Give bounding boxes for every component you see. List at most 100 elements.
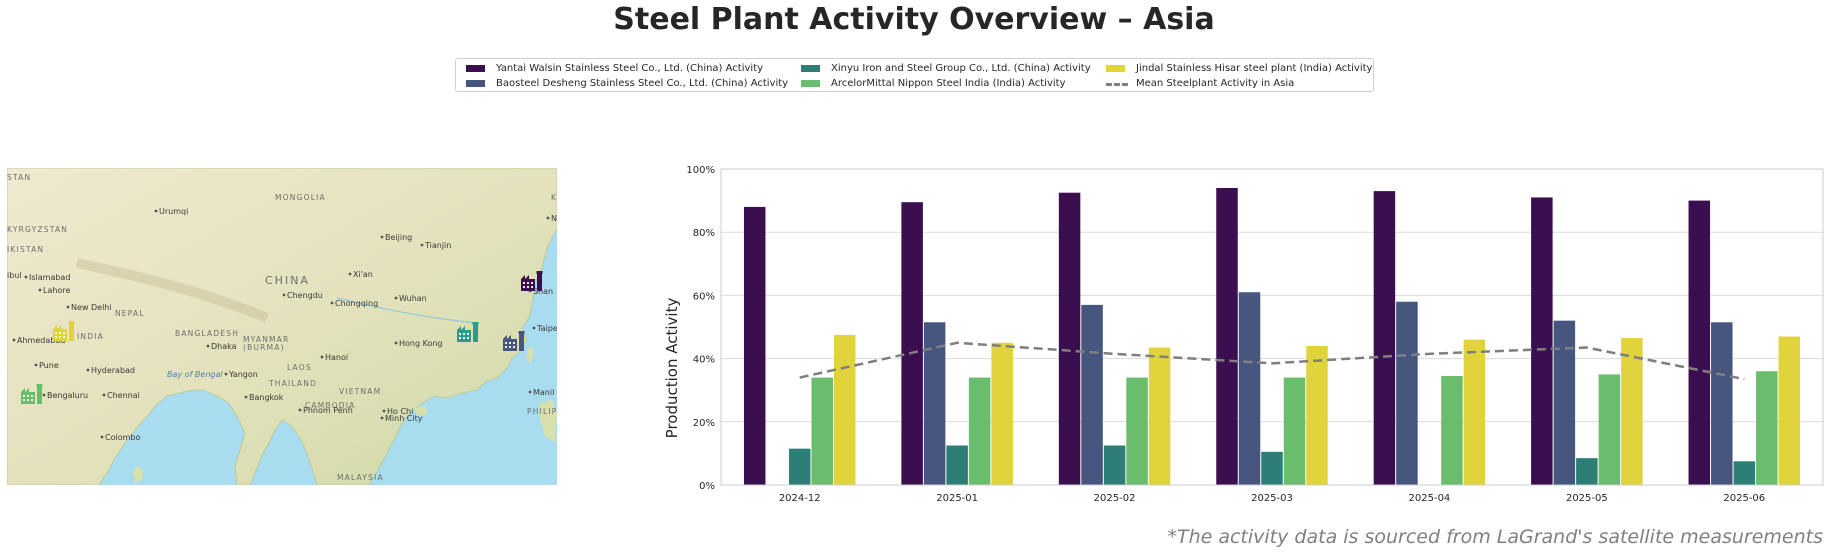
legend-swatch [801, 65, 820, 72]
legend-label: Yantai Walsin Stainless Steel Co., Ltd. … [496, 63, 764, 74]
philippines [539, 400, 557, 443]
map-label: Colombo [105, 433, 140, 442]
map-label: MYANMAR [243, 335, 289, 344]
bar [1148, 347, 1171, 485]
x-tick-label: 2025-04 [1409, 493, 1451, 504]
map-label: Urumqi [159, 207, 188, 216]
bar [1283, 377, 1306, 485]
city-dot [394, 296, 398, 300]
bar [1306, 345, 1328, 485]
city-dot [244, 395, 248, 399]
land-mass [7, 168, 557, 485]
city-dot [86, 368, 90, 372]
bar [1711, 322, 1733, 485]
factory-icon[interactable] [21, 384, 43, 404]
map-label: Beijing [385, 233, 412, 242]
map-label: KYRGYZSTAN [7, 225, 68, 234]
bar [1126, 377, 1148, 485]
bar [788, 448, 811, 485]
map-label: NEPAL [115, 309, 145, 318]
y-tick-label: 20% [693, 418, 715, 429]
city-dot [38, 288, 42, 292]
himalaya-ridge [75, 258, 269, 323]
asia-map: STAN MONGOLIA Urumqi KYRGYZSTAN IKISTAN Beiji… [7, 168, 557, 485]
factory-icon[interactable] [503, 331, 525, 351]
map-label: Bay of Bengal [167, 370, 223, 379]
bar [1576, 458, 1598, 485]
city-dot [528, 390, 532, 394]
legend-dashed-line [1106, 83, 1128, 86]
bar [1216, 187, 1238, 485]
bar [1621, 338, 1643, 485]
map-label: Bangkok [249, 393, 284, 402]
legend-label: Mean Steelplant Activity in Asia [1136, 78, 1295, 89]
city-dot [298, 408, 302, 412]
legend-swatch [466, 65, 485, 72]
map-label: Ahmedabad [17, 336, 65, 345]
city-dot [532, 326, 536, 330]
bar [833, 334, 856, 485]
city-dot [102, 393, 106, 397]
bar [1261, 451, 1283, 485]
city-dot [394, 341, 398, 345]
bar [1531, 197, 1553, 485]
map-label: Chengdu [287, 291, 323, 300]
bar [811, 377, 833, 485]
sri-lanka [133, 466, 143, 482]
city-dot [206, 344, 210, 348]
city-dot [34, 363, 38, 367]
bar-chart: 0% 20% 40% 60% 80% 100% 2024-12 2025-01 2025-02 2… [650, 160, 1828, 505]
map-label: Yangon [228, 370, 258, 379]
legend-swatch [801, 80, 820, 87]
bar [1441, 375, 1463, 485]
city-dot [100, 435, 104, 439]
map-label: Chennai [107, 391, 140, 400]
mean-line-layer [799, 341, 1745, 381]
bar [923, 322, 946, 485]
map-label: MALAYSIA [337, 473, 384, 482]
bar [1238, 292, 1261, 485]
chart-legend: Yantai Walsin Stainless Steel Co., Ltd. … [455, 58, 1374, 92]
city-dot [380, 235, 384, 239]
map-label: Minh City [385, 414, 423, 423]
plot-background [721, 169, 1823, 485]
map-label: Ho Chi [387, 407, 413, 416]
bar [1598, 374, 1621, 485]
map-label: BANGLADESH [175, 329, 239, 338]
map-label: N [551, 214, 557, 223]
city-dot [66, 305, 70, 309]
factory-icon[interactable] [457, 322, 479, 342]
factory-icon[interactable] [521, 271, 543, 291]
x-tick-label: 2025-01 [936, 493, 978, 504]
x-tick-label: 2025-03 [1251, 493, 1293, 504]
map-label: Hong Kong [399, 339, 443, 348]
legend-swatch [466, 80, 485, 87]
y-tick-label: 100% [686, 165, 715, 176]
map-label: PHILIPP [527, 407, 557, 416]
city-dot [382, 409, 386, 413]
map-label: Phnom Penh [303, 406, 353, 415]
map-label: Tianjin [424, 241, 451, 250]
city-dot [224, 372, 228, 376]
y-axis-label: Production Activity [663, 298, 681, 439]
axis-layer: 0% 20% 40% 60% 80% 100% 2024-12 2025-01 2025-02 2… [686, 165, 1824, 504]
bar [1373, 191, 1396, 485]
map-label: Dhaka [211, 342, 237, 351]
hainan [415, 406, 427, 416]
x-tick-label: 2025-06 [1723, 493, 1765, 504]
y-tick-label: 80% [693, 228, 715, 239]
grid-layer [721, 168, 1823, 486]
bar [1733, 461, 1756, 485]
city-dot [282, 293, 286, 297]
data-source-note: *The activity data is sourced from LaGra… [1167, 526, 1823, 548]
map-label: Islamabad [29, 273, 70, 282]
map-label: LAOS [287, 363, 312, 372]
river [336, 297, 478, 324]
bar [1688, 200, 1711, 485]
legend-label: Jindal Stainless Hisar steel plant (Indi… [1136, 63, 1373, 74]
bar [1553, 320, 1576, 485]
map-label: Hanoi [325, 353, 348, 362]
plot-frame [720, 168, 1824, 486]
city-dot [320, 355, 324, 359]
factory-icon[interactable] [53, 321, 75, 341]
